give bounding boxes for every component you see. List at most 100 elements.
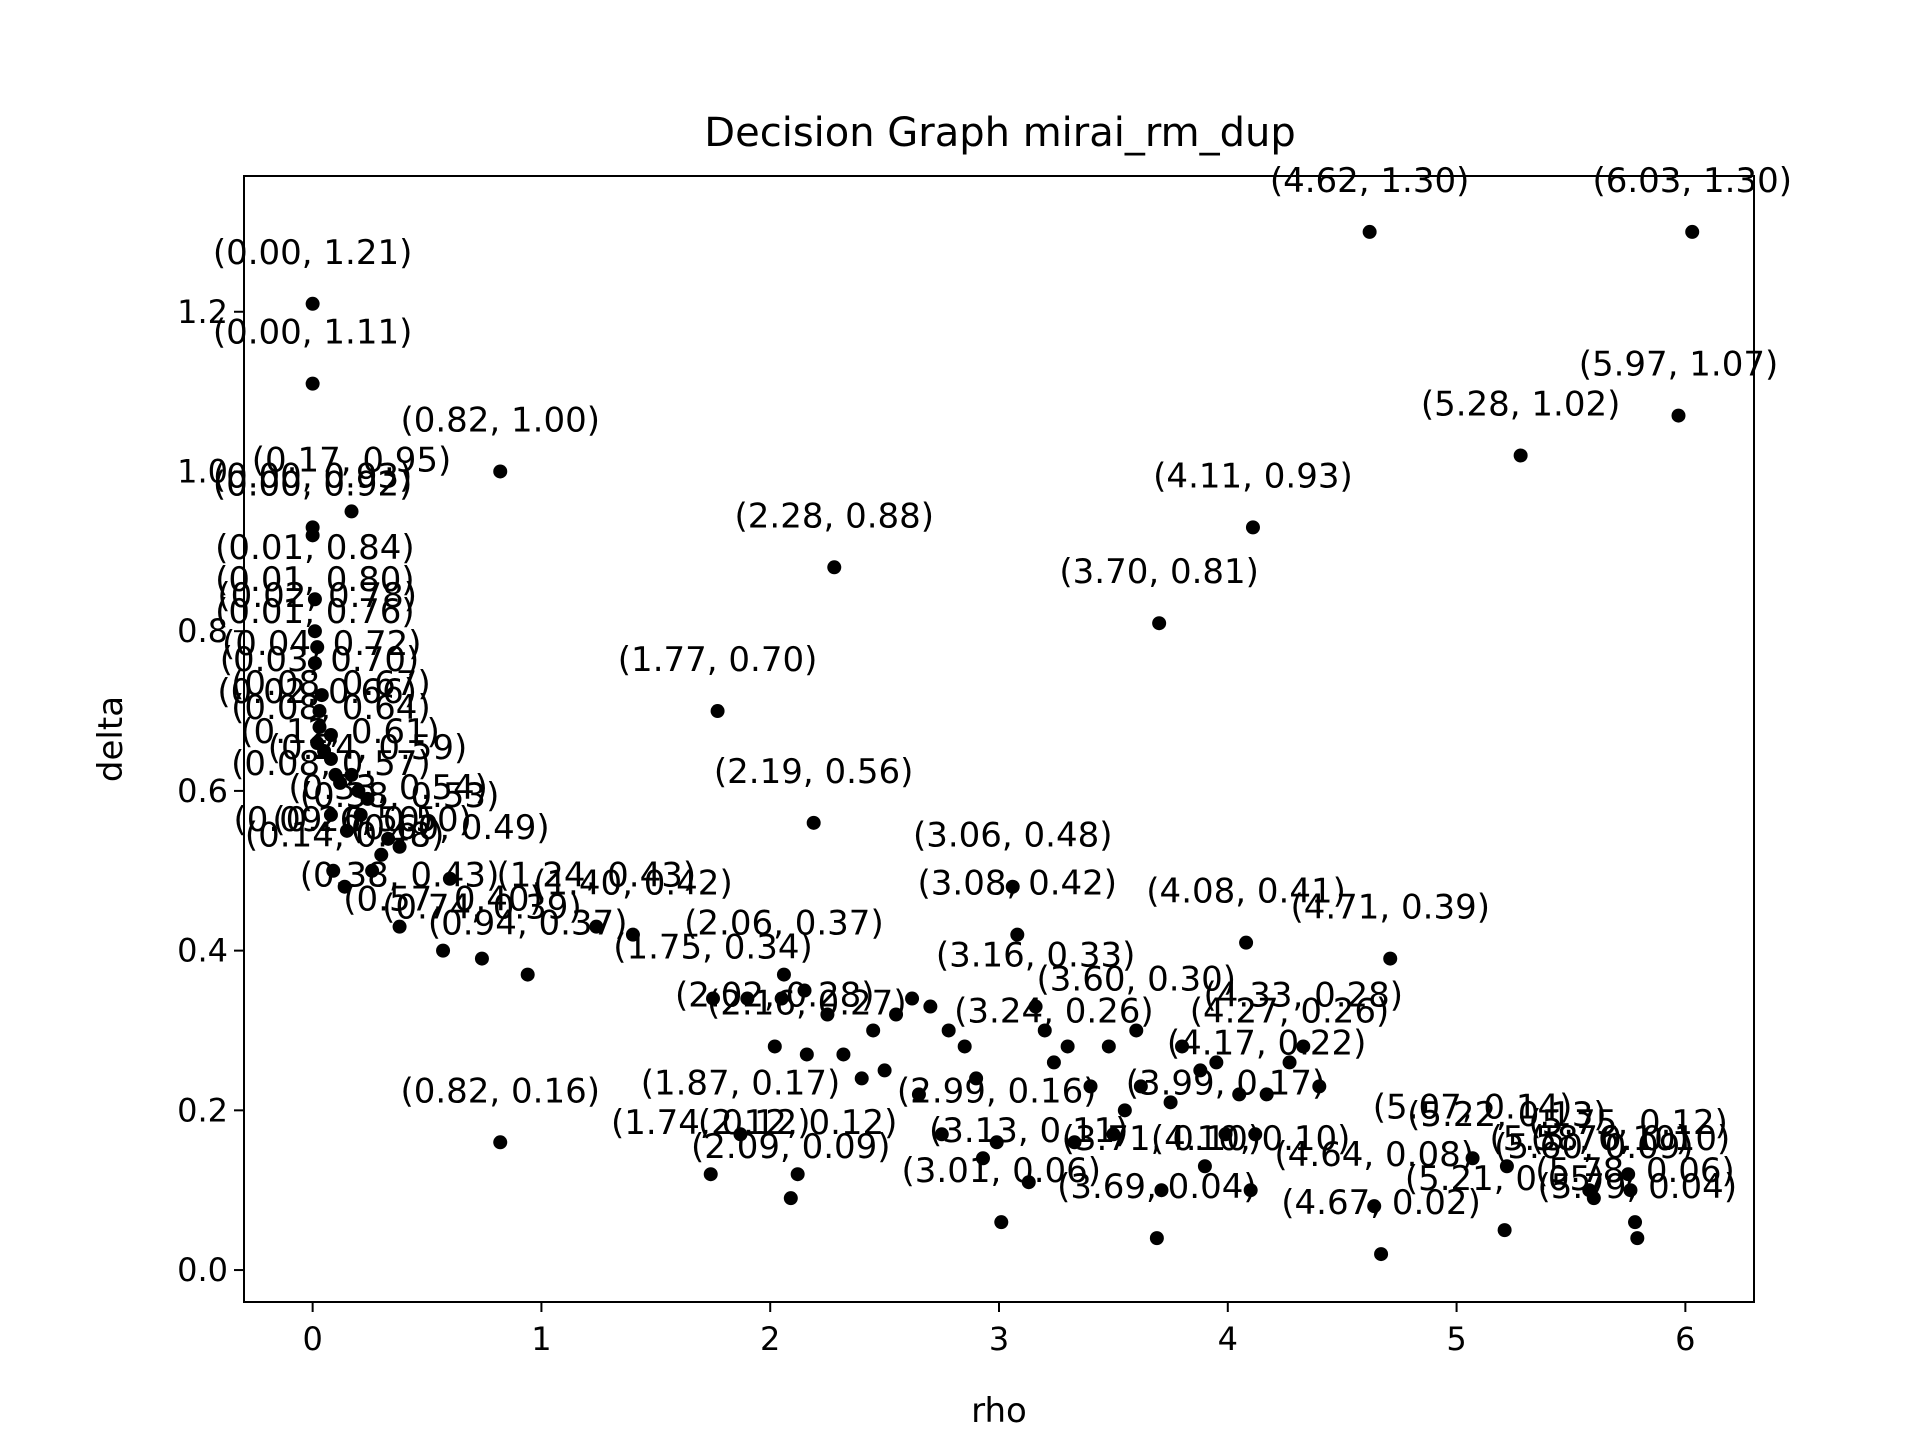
- data-point: [353, 807, 368, 822]
- data-label: (3.16, 0.33): [936, 936, 1136, 976]
- data-label: (2.19, 0.56): [714, 752, 914, 792]
- data-point: [374, 847, 389, 862]
- data-label: (4.17, 0.22): [1167, 1023, 1367, 1063]
- data-label: (0.00, 0.92): [213, 464, 413, 504]
- data-label: (0.01, 0.76): [215, 592, 415, 632]
- data-point: [854, 1071, 869, 1086]
- data-label: (0.60, 0.49): [350, 808, 550, 848]
- data-label: (5.75, 0.12): [1528, 1103, 1728, 1143]
- data-point: [305, 528, 320, 543]
- data-label: (5.58, 0.10): [1489, 1119, 1689, 1159]
- data-point: [1586, 1191, 1601, 1206]
- y-tick-label: 0.0: [177, 1251, 228, 1289]
- data-label: (3.08, 0.42): [918, 864, 1118, 904]
- data-point: [1623, 1183, 1638, 1198]
- data-point: [1197, 1159, 1212, 1174]
- data-point: [305, 376, 320, 391]
- data-point: [392, 839, 407, 854]
- data-point: [783, 1191, 798, 1206]
- data-point: [1383, 951, 1398, 966]
- x-tick-label: 6: [1675, 1320, 1695, 1358]
- data-point: [1005, 879, 1020, 894]
- data-point: [1133, 1079, 1148, 1094]
- data-point: [1046, 1055, 1061, 1070]
- data-point: [312, 704, 327, 719]
- data-point: [1193, 1063, 1208, 1078]
- data-point: [797, 983, 812, 998]
- data-point: [1367, 1199, 1382, 1214]
- data-point: [1067, 1135, 1082, 1150]
- data-point: [1621, 1167, 1636, 1182]
- data-label: (4.10, 0.10): [1151, 1119, 1351, 1159]
- data-label: (0.00, 1.11): [213, 313, 413, 353]
- data-label: (0.01, 0.84): [215, 528, 415, 568]
- data-label: (0.24, 0.59): [268, 728, 468, 768]
- data-label: (0.00, 1.21): [213, 233, 413, 273]
- y-tick-label: 1.2: [177, 293, 228, 331]
- data-label: (3.71, 0.10): [1062, 1119, 1262, 1159]
- x-tick-label: 0: [302, 1320, 322, 1358]
- data-label: (0.38, 0.43): [300, 856, 500, 896]
- data-point: [1513, 448, 1528, 463]
- data-point: [1362, 224, 1377, 239]
- data-point: [1248, 1127, 1263, 1142]
- data-point: [310, 640, 325, 655]
- data-point: [314, 688, 329, 703]
- data-point: [474, 951, 489, 966]
- data-point: [1630, 1231, 1645, 1246]
- points-layer: [305, 224, 1700, 1262]
- data-label: (4.67, 0.02): [1281, 1183, 1481, 1223]
- x-axis-label: rho: [971, 1391, 1027, 1431]
- data-label: (5.97, 1.07): [1579, 345, 1779, 385]
- data-label: (1.74, 0.12): [611, 1103, 811, 1143]
- data-point: [365, 863, 380, 878]
- data-label: (0.26, 0.50): [272, 800, 472, 840]
- data-point: [312, 720, 327, 735]
- data-label: (0.33, 0.54): [288, 768, 488, 808]
- data-point: [941, 1023, 956, 1038]
- data-label: (2.16, 0.27): [707, 983, 907, 1023]
- data-label: (0.09, 0.50): [233, 800, 433, 840]
- data-point: [1259, 1087, 1274, 1102]
- data-point: [806, 815, 821, 830]
- data-label: (0.14, 0.48): [245, 816, 445, 856]
- data-label: (5.76, 0.10): [1531, 1119, 1731, 1159]
- data-point: [1010, 927, 1025, 942]
- data-label: (5.21, 0.05): [1405, 1159, 1605, 1199]
- x-tick-label: 1: [531, 1320, 551, 1358]
- data-point: [1209, 1055, 1224, 1070]
- data-label: (4.64, 0.08): [1274, 1135, 1474, 1175]
- chart-title: Decision Graph mirai_rm_dup: [704, 110, 1295, 156]
- data-label: (4.71, 0.39): [1290, 888, 1490, 928]
- data-label: (3.06, 0.48): [913, 816, 1113, 856]
- y-tick-label: 0.6: [177, 772, 228, 810]
- data-label: (3.13, 0.11): [929, 1111, 1129, 1151]
- data-point: [1218, 1127, 1233, 1142]
- data-point: [836, 1047, 851, 1062]
- data-point: [975, 1151, 990, 1166]
- data-label: (5.78, 0.06): [1535, 1151, 1735, 1191]
- data-point: [328, 767, 343, 782]
- data-label: (3.01, 0.06): [902, 1151, 1102, 1191]
- data-point: [1239, 935, 1254, 950]
- data-point: [339, 823, 354, 838]
- data-label: (4.33, 0.28): [1204, 975, 1404, 1015]
- data-point: [1465, 1151, 1480, 1166]
- data-point: [957, 1039, 972, 1054]
- data-point: [1671, 408, 1686, 423]
- data-point: [1374, 1247, 1389, 1262]
- data-point: [934, 1127, 949, 1142]
- data-point: [1312, 1079, 1327, 1094]
- data-point: [706, 991, 721, 1006]
- data-point: [381, 831, 396, 846]
- data-point: [1060, 1039, 1075, 1054]
- data-label: (2.09, 0.09): [691, 1127, 891, 1167]
- data-point: [1685, 224, 1700, 239]
- data-point: [989, 1135, 1004, 1150]
- data-point: [1021, 1175, 1036, 1190]
- data-point: [307, 656, 322, 671]
- data-point: [1628, 1215, 1643, 1230]
- data-point: [866, 1023, 881, 1038]
- data-point: [710, 704, 725, 719]
- data-point: [1245, 520, 1260, 535]
